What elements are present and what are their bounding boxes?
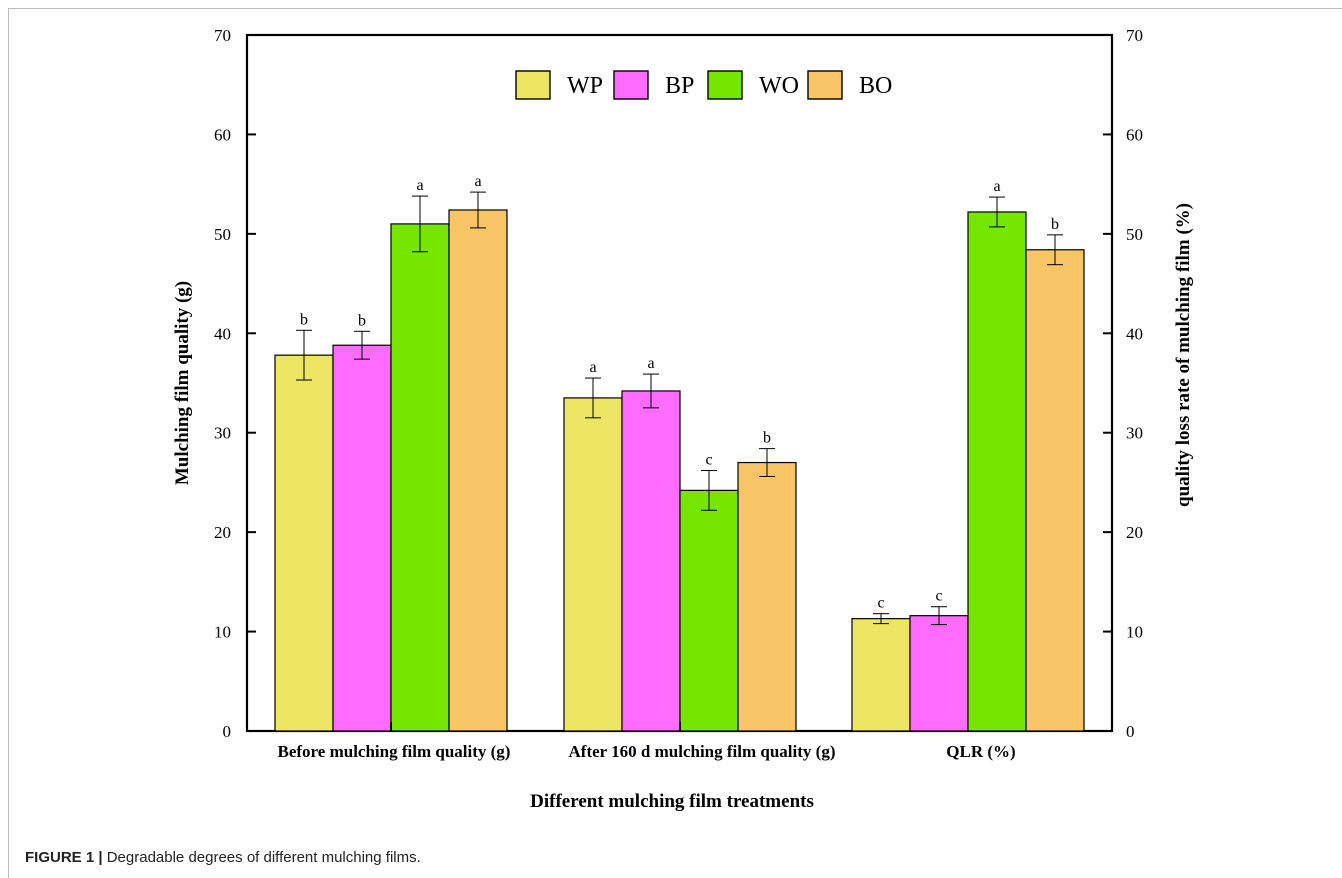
error-bar-bo-1 [759, 448, 775, 477]
y2-axis-title: quality loss rate of mulching film (%) [1173, 203, 1194, 507]
bar-bp-2 [909, 615, 969, 732]
y-tick-label-0: 0 [223, 722, 232, 741]
significance-label-bo-2: b [1051, 216, 1059, 233]
significance-label-wp-2: c [877, 595, 884, 612]
error-bar-wp-1 [585, 377, 601, 419]
error-bar-bp-2 [931, 606, 947, 626]
error-bar-bp-1 [643, 373, 659, 409]
legend-swatch-bp [613, 70, 649, 100]
y-tick-label-30: 30 [214, 424, 231, 443]
y2-tick-label-50: 50 [1126, 225, 1143, 244]
legend-item-wp: WP [515, 70, 603, 100]
bar-wo-2 [967, 211, 1027, 732]
bar-wp-0 [274, 354, 334, 732]
legend-label-wo: WO [759, 73, 799, 99]
bar-wo-1 [679, 489, 739, 732]
significance-label-bp-2: c [935, 588, 942, 605]
figure-caption: FIGURE 1 | Degradable degrees of differe… [25, 849, 421, 866]
x-category-label-1: After 160 d mulching film quality (g) [569, 742, 836, 761]
bar-bp-1 [621, 390, 681, 732]
figure-frame [8, 8, 1342, 878]
bars-group [274, 209, 1085, 732]
bar-wo-0 [390, 223, 450, 732]
error-bar-wp-0 [296, 329, 312, 381]
significance-label-wp-1: a [589, 359, 596, 376]
error-bar-wo-1 [701, 469, 717, 511]
bar-wp-2 [851, 618, 911, 732]
y-tick-label-70: 70 [214, 26, 231, 45]
significance-label-bo-0: a [474, 173, 481, 190]
y2-tick-label-30: 30 [1126, 424, 1143, 443]
legend-label-bo: BO [859, 73, 892, 99]
y-tick-label-60: 60 [214, 125, 231, 144]
legend-swatch-wp [515, 70, 551, 100]
bar-bo-0 [448, 209, 508, 732]
y2-tick-label-20: 20 [1126, 523, 1143, 542]
error-bar-wo-0 [412, 195, 428, 253]
error-bar-bo-2 [1047, 234, 1063, 266]
legend-item-bo: BO [807, 70, 892, 100]
bar-wp-1 [563, 397, 623, 732]
figure-caption-label: FIGURE 1 | [25, 849, 103, 866]
figure-caption-text: Degradable degrees of different mulching… [106, 849, 421, 866]
y-tick-label-40: 40 [214, 324, 231, 343]
legend-item-bp: BP [613, 70, 694, 100]
axes-group: 0 0 10 10 20 20 30 30 40 40 50 50 60 60 70 70 Before mul… [214, 26, 1143, 761]
x-category-label-2: QLR (%) [946, 742, 1015, 761]
legend-swatch-wo [707, 70, 743, 100]
y2-tick-label-70: 70 [1126, 26, 1143, 45]
y-tick-label-20: 20 [214, 523, 231, 542]
bar-bo-2 [1025, 249, 1085, 732]
legend-label-bp: BP [665, 73, 694, 99]
y2-tick-label-60: 60 [1126, 125, 1143, 144]
significance-label-bo-1: b [763, 430, 771, 447]
error-bar-wo-2 [989, 196, 1005, 228]
error-bar-wp-2 [873, 613, 889, 625]
x-axis-title: Different mulching film treatments [530, 791, 814, 812]
significance-labels-group: b b a a a a c b c c a b [300, 173, 1059, 612]
legend-item-wo: WO [707, 70, 799, 100]
y2-tick-label-40: 40 [1126, 324, 1143, 343]
y-tick-label-50: 50 [214, 225, 231, 244]
bar-bp-0 [332, 344, 392, 732]
legend-swatch-bo [807, 70, 843, 100]
significance-label-bp-1: a [647, 355, 654, 372]
significance-label-wp-0: b [300, 311, 308, 328]
legend: WP BP WO BO [515, 70, 892, 100]
error-bar-bp-0 [354, 330, 370, 360]
error-bar-bo-0 [470, 191, 486, 229]
legend-label-wp: WP [567, 73, 603, 99]
y2-tick-label-0: 0 [1126, 722, 1135, 741]
x-category-label-0: Before mulching film quality (g) [278, 742, 511, 761]
significance-label-bp-0: b [358, 312, 366, 329]
y2-tick-label-10: 10 [1126, 623, 1143, 642]
bar-chart: b b a a a a c b c c a b 0 0 10 10 20 20 30 30 40 40 50 50 60 60 7… [172, 26, 1194, 812]
significance-label-wo-0: a [416, 177, 423, 194]
significance-label-wo-1: c [705, 451, 712, 468]
y-tick-label-10: 10 [214, 623, 231, 642]
y-axis-title: Mulching film quality (g) [172, 281, 193, 485]
significance-label-wo-2: a [993, 178, 1000, 195]
error-bars-group [296, 191, 1063, 626]
bar-bo-1 [737, 461, 797, 732]
